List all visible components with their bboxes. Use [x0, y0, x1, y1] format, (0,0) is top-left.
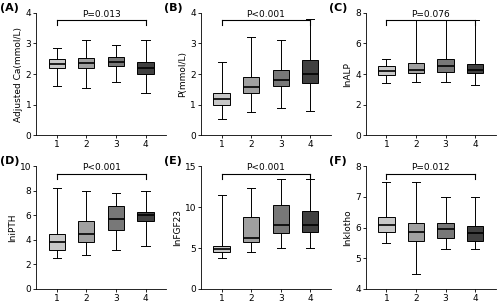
PathPatch shape [302, 60, 318, 83]
Text: (A): (A) [0, 3, 18, 13]
PathPatch shape [138, 212, 154, 221]
PathPatch shape [214, 246, 230, 252]
PathPatch shape [438, 223, 454, 238]
PathPatch shape [272, 205, 289, 233]
PathPatch shape [108, 205, 124, 230]
Y-axis label: P(mmol/L): P(mmol/L) [178, 51, 188, 97]
Text: P=0.012: P=0.012 [412, 163, 450, 173]
Text: (C): (C) [330, 3, 347, 13]
Text: (F): (F) [330, 157, 347, 166]
Text: P<0.001: P<0.001 [246, 163, 286, 173]
Text: P<0.001: P<0.001 [246, 10, 286, 19]
Text: (D): (D) [0, 157, 19, 166]
PathPatch shape [78, 58, 94, 68]
Text: (E): (E) [164, 157, 182, 166]
Text: P<0.001: P<0.001 [82, 163, 120, 173]
PathPatch shape [272, 70, 289, 86]
Text: P=0.076: P=0.076 [412, 10, 450, 19]
PathPatch shape [78, 221, 94, 242]
PathPatch shape [378, 66, 394, 75]
Y-axis label: Adjusted Ca(mmol/L): Adjusted Ca(mmol/L) [14, 27, 22, 122]
PathPatch shape [214, 93, 230, 105]
PathPatch shape [48, 234, 65, 250]
PathPatch shape [302, 211, 318, 232]
PathPatch shape [138, 62, 154, 74]
PathPatch shape [243, 217, 260, 242]
PathPatch shape [408, 223, 424, 241]
PathPatch shape [467, 226, 483, 241]
PathPatch shape [108, 57, 124, 66]
PathPatch shape [48, 59, 65, 68]
Y-axis label: lniPTH: lniPTH [8, 213, 17, 242]
Y-axis label: lnklotho: lnklotho [344, 209, 352, 246]
Text: P=0.013: P=0.013 [82, 10, 120, 19]
PathPatch shape [467, 64, 483, 73]
PathPatch shape [408, 63, 424, 73]
Y-axis label: lnFGF23: lnFGF23 [173, 209, 182, 246]
PathPatch shape [438, 59, 454, 72]
Y-axis label: lnALP: lnALP [344, 62, 352, 87]
Text: (B): (B) [164, 3, 183, 13]
PathPatch shape [378, 217, 394, 232]
PathPatch shape [243, 77, 260, 93]
